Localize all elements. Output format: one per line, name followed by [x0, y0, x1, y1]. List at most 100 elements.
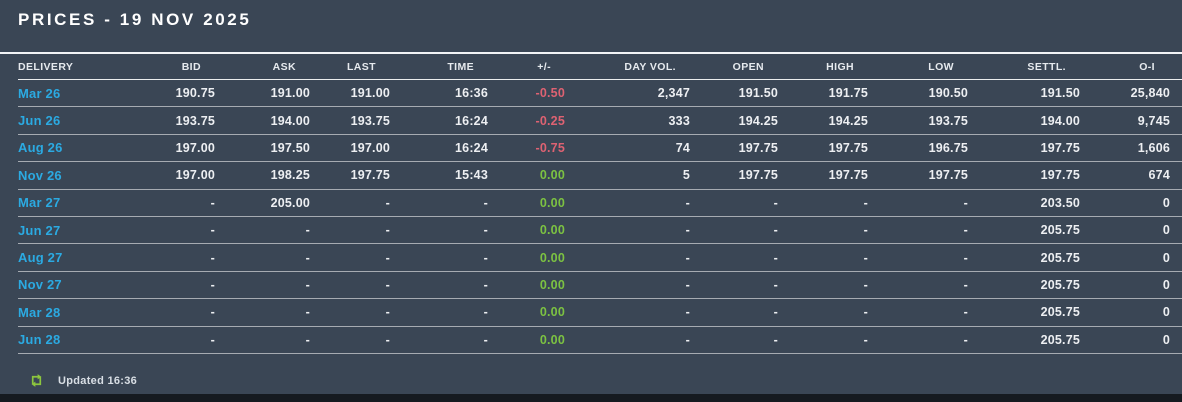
delivery-link[interactable]: Mar 26	[18, 85, 61, 101]
cell-change: -0.50	[535, 86, 565, 101]
cell-time: 16:24	[455, 140, 488, 155]
page-title: PRICES - 19 NOV 2025	[18, 10, 252, 29]
cell-ask: 191.00	[270, 86, 310, 101]
cell-high: 191.75	[828, 86, 868, 101]
cell-day_vol: -	[685, 250, 690, 265]
cell-bid: -	[210, 223, 215, 238]
prices-table: DELIVERY BID ASK LAST TIME +/- DAY VOL. OPEN HIG…	[0, 55, 1182, 354]
cell-time: -	[483, 332, 488, 347]
cell-ask: -	[305, 332, 310, 347]
cell-open: -	[773, 250, 778, 265]
cell-time: -	[483, 195, 488, 210]
column-header-oi: O-I	[1139, 61, 1155, 73]
cell-bid: 193.75	[175, 113, 215, 128]
table-row: Aug 26 197.00 197.50 197.00 16:24 -0.75 74 197.…	[18, 135, 1182, 163]
cell-low: -	[963, 332, 968, 347]
table-row: Jun 27 - - - - 0.00 - - - - 205.75 0	[18, 217, 1182, 245]
delivery-link[interactable]: Nov 26	[18, 167, 62, 183]
delivery-link[interactable]: Jun 26	[18, 113, 61, 129]
cell-low: 193.75	[928, 113, 968, 128]
column-header-delivery: DELIVERY	[18, 61, 74, 73]
cell-open: 197.75	[738, 168, 778, 183]
cell-oi: 674	[1148, 168, 1170, 183]
cell-day_vol: 74	[675, 140, 690, 155]
cell-oi: 0	[1162, 195, 1170, 210]
table-row: Mar 26 190.75 191.00 191.00 16:36 -0.50 2,347 1…	[18, 80, 1182, 108]
cell-change: 0.00	[539, 168, 565, 183]
cell-last: -	[385, 223, 390, 238]
cell-low: 190.50	[928, 86, 968, 101]
cell-low: -	[963, 305, 968, 320]
cell-last: 197.75	[350, 168, 390, 183]
column-header-change: +/-	[537, 61, 551, 73]
cell-change: 0.00	[539, 195, 565, 210]
cell-high: -	[863, 332, 868, 347]
cell-settl: 197.75	[1040, 168, 1080, 183]
cell-day_vol: -	[685, 195, 690, 210]
cell-open: -	[773, 305, 778, 320]
column-header-open: OPEN	[732, 61, 764, 73]
cell-time: -	[483, 277, 488, 292]
table-row: Nov 26 197.00 198.25 197.75 15:43 0.00 5 197.75…	[18, 162, 1182, 190]
cell-settl: 191.50	[1040, 86, 1080, 101]
cell-low: -	[963, 223, 968, 238]
cell-high: 197.75	[828, 140, 868, 155]
cell-low: -	[963, 195, 968, 210]
cell-oi: 0	[1162, 277, 1170, 292]
cell-oi: 0	[1162, 305, 1170, 320]
cell-bid: -	[210, 305, 215, 320]
table-row: Jun 28 - - - - 0.00 - - - - 205.75 0	[18, 327, 1182, 354]
table-body: Mar 26 190.75 191.00 191.00 16:36 -0.50 2,347 1…	[0, 80, 1182, 354]
cell-ask: 198.25	[270, 168, 310, 183]
cell-high: -	[863, 250, 868, 265]
cell-day_vol: 333	[668, 113, 690, 128]
cell-low: 197.75	[928, 168, 968, 183]
cell-bid: 197.00	[175, 140, 215, 155]
cell-last: 191.00	[350, 86, 390, 101]
cell-open: 197.75	[738, 140, 778, 155]
table-row: Jun 26 193.75 194.00 193.75 16:24 -0.25 333 194…	[18, 107, 1182, 135]
cell-settl: 203.50	[1040, 195, 1080, 210]
cell-oi: 0	[1162, 223, 1170, 238]
cell-ask: 194.00	[270, 113, 310, 128]
column-header-day_vol: DAY VOL.	[624, 61, 676, 73]
column-header-low: LOW	[928, 61, 954, 73]
delivery-link[interactable]: Nov 27	[18, 277, 62, 293]
cell-bid: -	[210, 195, 215, 210]
cell-ask: 197.50	[270, 140, 310, 155]
cell-day_vol: 5	[682, 168, 690, 183]
cell-last: -	[385, 305, 390, 320]
delivery-link[interactable]: Aug 27	[18, 250, 63, 266]
cell-high: -	[863, 277, 868, 292]
cell-bid: 190.75	[175, 86, 215, 101]
delivery-link[interactable]: Jun 28	[18, 332, 61, 348]
cell-high: -	[863, 305, 868, 320]
header-divider	[0, 52, 1182, 54]
cell-change: 0.00	[539, 305, 565, 320]
cell-bid: -	[210, 332, 215, 347]
cell-change: -0.25	[535, 113, 565, 128]
cell-bid: -	[210, 250, 215, 265]
delivery-link[interactable]: Mar 28	[18, 304, 61, 320]
cell-high: -	[863, 195, 868, 210]
cell-open: -	[773, 195, 778, 210]
cell-change: 0.00	[539, 250, 565, 265]
delivery-link[interactable]: Jun 27	[18, 222, 61, 238]
delivery-link[interactable]: Aug 26	[18, 140, 63, 156]
cell-day_vol: -	[685, 277, 690, 292]
cell-change: -0.75	[535, 140, 565, 155]
delivery-link[interactable]: Mar 27	[18, 195, 61, 211]
cell-ask: -	[305, 277, 310, 292]
cell-oi: 1,606	[1137, 140, 1170, 155]
cell-last: -	[385, 332, 390, 347]
cell-high: 197.75	[828, 168, 868, 183]
cell-time: 16:24	[455, 113, 488, 128]
cell-settl: 205.75	[1040, 305, 1080, 320]
cell-bid: 197.00	[175, 168, 215, 183]
cell-change: 0.00	[539, 277, 565, 292]
column-header-last: LAST	[346, 61, 376, 73]
cell-change: 0.00	[539, 223, 565, 238]
table-row: Mar 28 - - - - 0.00 - - - - 205.75 0	[18, 299, 1182, 327]
cell-settl: 205.75	[1040, 250, 1080, 265]
refresh-icon[interactable]	[28, 372, 45, 389]
